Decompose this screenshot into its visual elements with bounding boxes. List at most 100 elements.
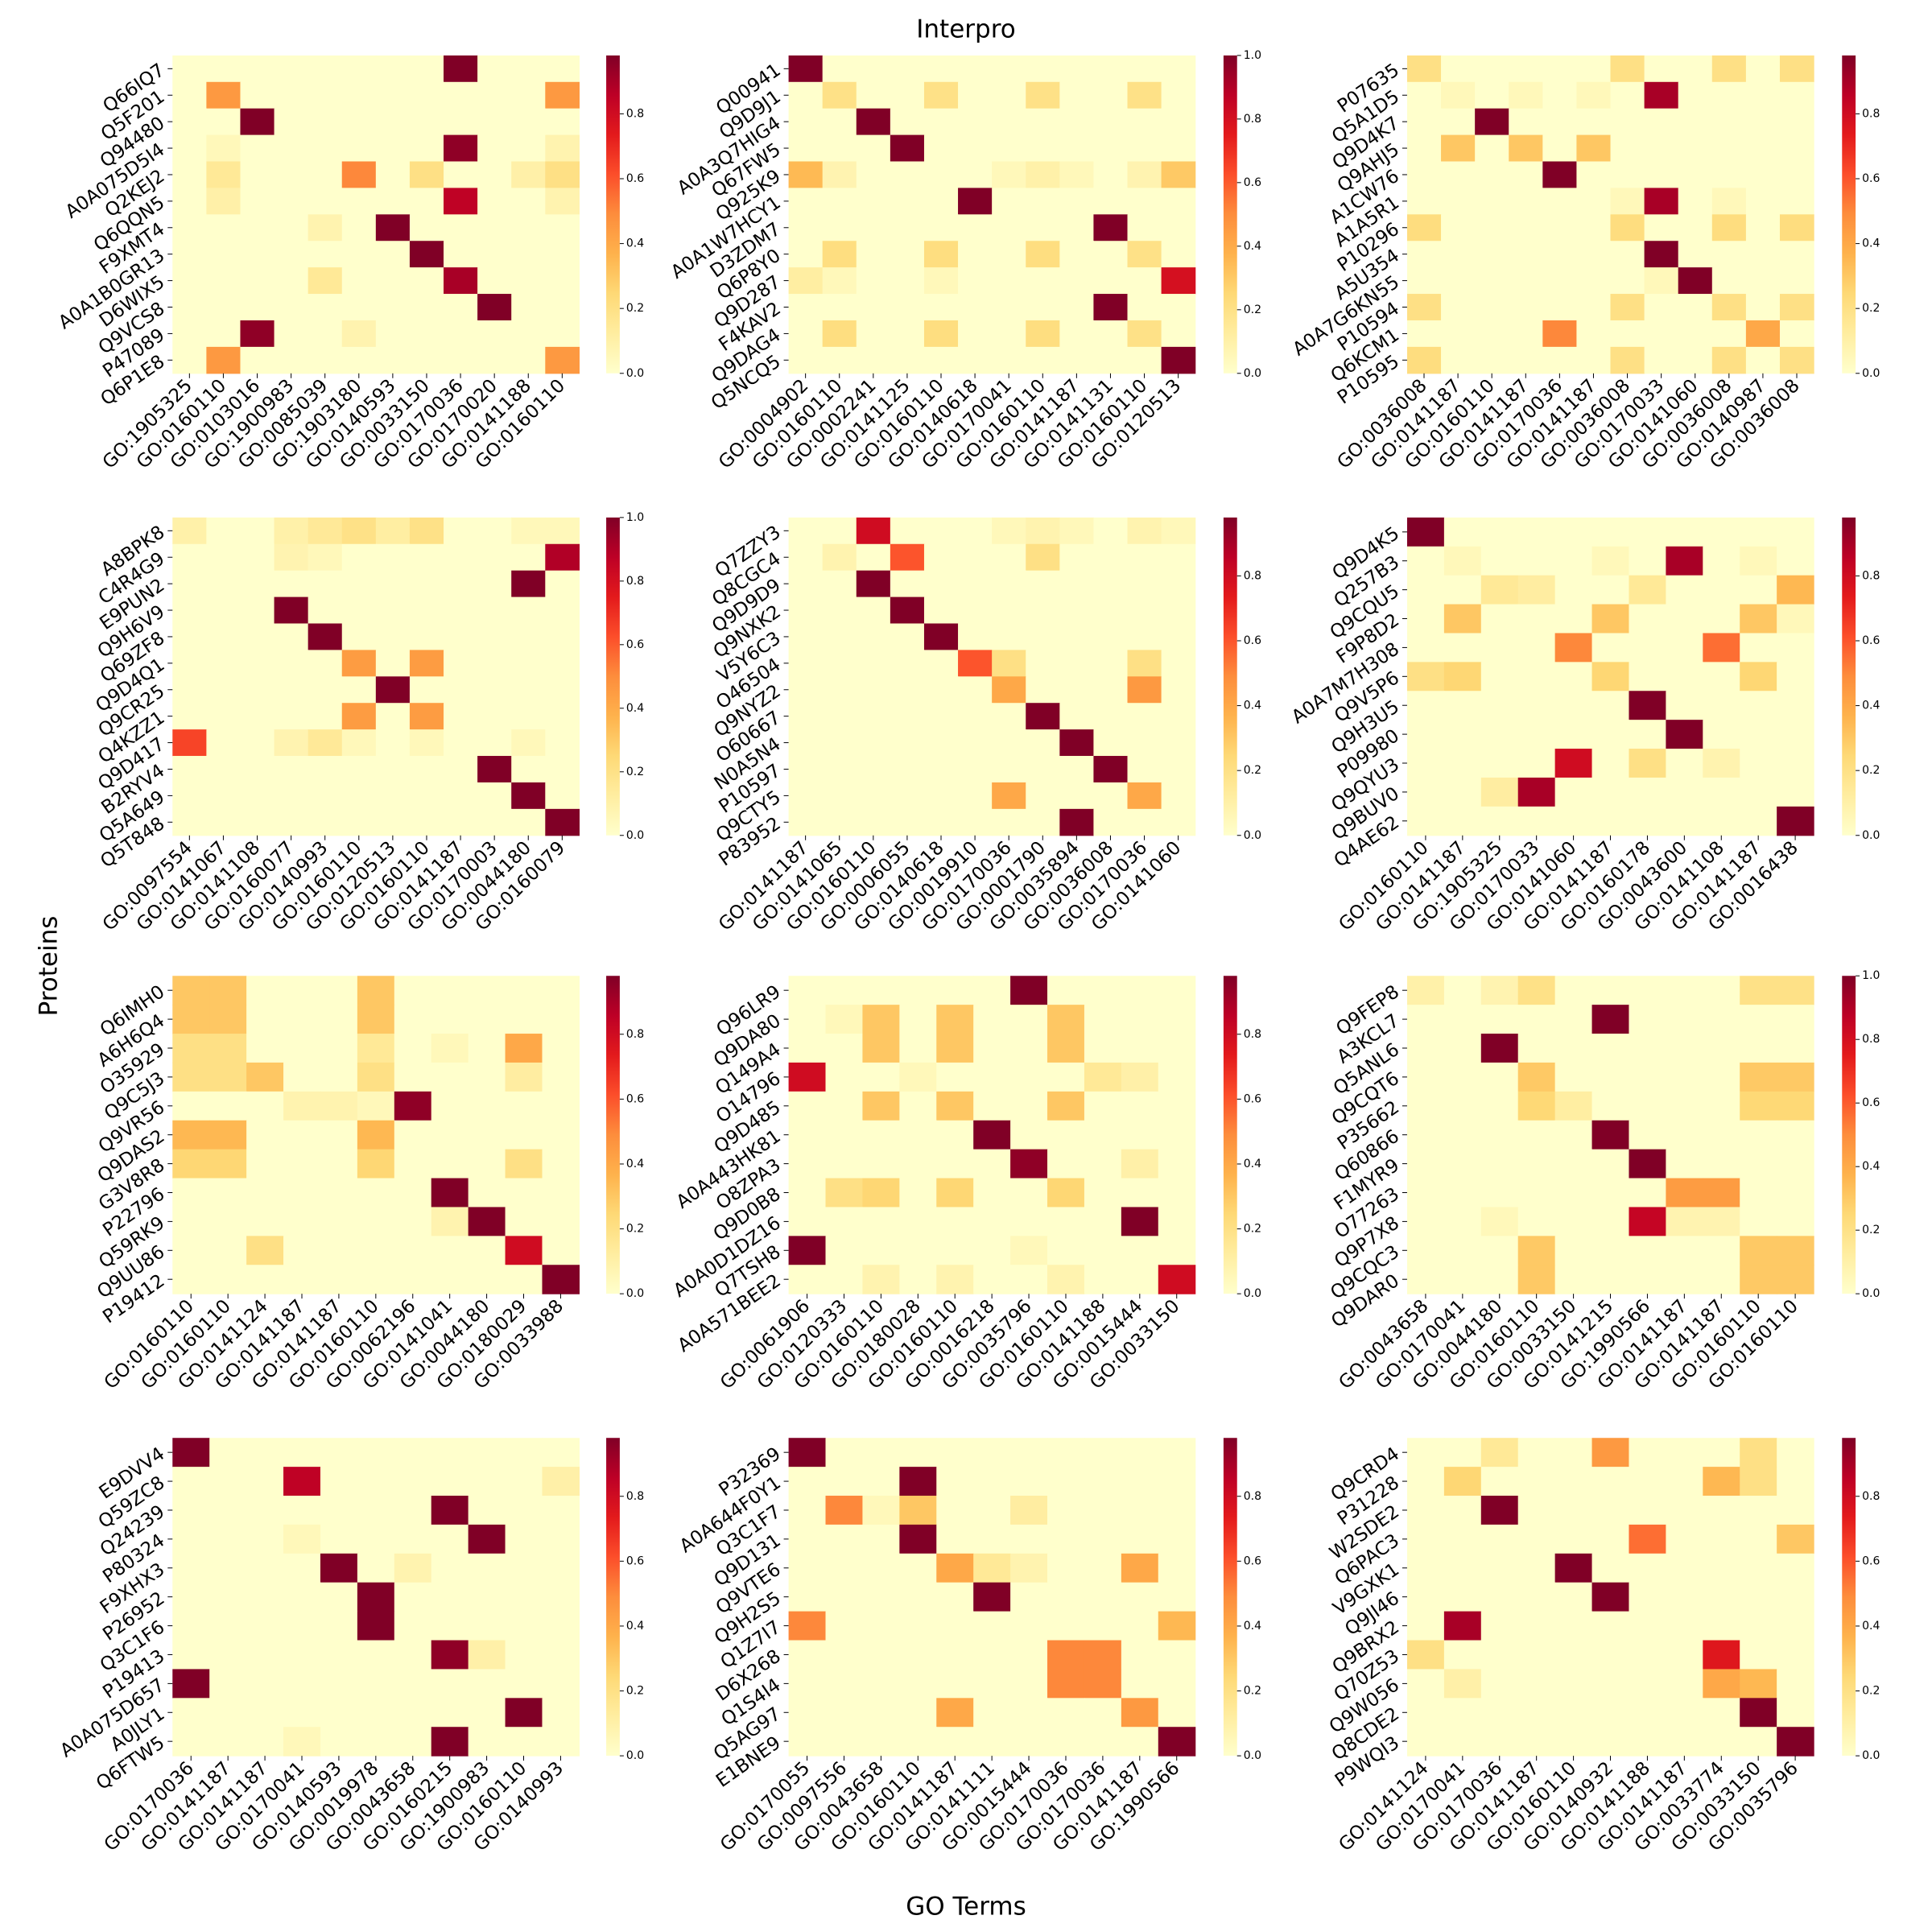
heatmap-cell [1678, 241, 1713, 268]
heatmap-cell [1047, 1236, 1085, 1265]
heatmap-cell [431, 1582, 469, 1612]
heatmap-cell [1591, 777, 1630, 807]
heatmap-cell [862, 1611, 900, 1641]
heatmap-cell [274, 570, 309, 598]
heatmap-cell [274, 214, 309, 242]
heatmap-cell [1121, 1265, 1159, 1294]
heatmap-cell [923, 543, 959, 572]
heatmap-cell [1084, 1669, 1122, 1699]
heatmap-cell [1779, 267, 1814, 295]
heatmap-cell [206, 55, 242, 83]
colorbar-tick-label: 0.2 [626, 1223, 644, 1236]
heatmap-cell [862, 1034, 900, 1063]
heatmap-cell [357, 1582, 395, 1612]
heatmap-cell [890, 597, 925, 625]
heatmap-cell [1576, 188, 1612, 215]
heatmap-cell [822, 294, 857, 321]
heatmap-cell [1084, 1207, 1122, 1236]
heatmap-cell [1161, 134, 1196, 163]
heatmap-cell [825, 1236, 864, 1265]
heatmap-cell [444, 55, 478, 83]
heatmap-cell [206, 294, 242, 321]
heatmap-cell [1591, 806, 1630, 836]
heatmap-cell [341, 703, 377, 730]
heatmap-cell [1093, 597, 1129, 625]
heatmap-cell [240, 543, 275, 572]
heatmap-cell [375, 320, 411, 348]
colorbar-tick-label: 0.8 [1244, 1028, 1261, 1041]
heatmap-cell [1026, 703, 1060, 730]
heatmap-cell [890, 543, 925, 572]
heatmap-cell [1161, 55, 1196, 83]
heatmap-cell [1047, 1149, 1085, 1179]
heatmap-cell [1666, 976, 1703, 1005]
heatmap-cell [862, 1438, 900, 1468]
heatmap-cell [1745, 346, 1781, 374]
colorbar-tick-label: 0.6 [1862, 1554, 1880, 1567]
heatmap-cell [1703, 575, 1740, 605]
heatmap-cell [1480, 1438, 1519, 1468]
heatmap-cell [1127, 543, 1162, 572]
heatmap-cell [936, 1236, 974, 1265]
heatmap-cell [825, 1178, 864, 1208]
heatmap-cell [1158, 1178, 1196, 1208]
heatmap-cell [1127, 729, 1162, 757]
heatmap-cell [1666, 517, 1703, 547]
heatmap-cell [1127, 161, 1162, 189]
heatmap-cell [1443, 691, 1482, 720]
heatmap-cell [1777, 806, 1814, 836]
heatmap-cell [172, 1178, 210, 1208]
heatmap-cell [1406, 546, 1445, 576]
heatmap-cell [172, 597, 207, 625]
heatmap-cell [308, 108, 343, 136]
heatmap-cell [1745, 55, 1781, 83]
colorbar-tick-label: 0.2 [626, 1685, 644, 1698]
heatmap-cell [172, 703, 207, 730]
heatmap-cell [545, 650, 580, 677]
heatmap-cell [1121, 1496, 1159, 1525]
heatmap-cell [1406, 1062, 1445, 1092]
heatmap-cell [992, 81, 1026, 109]
heatmap-cell [899, 1496, 937, 1525]
heatmap-cell [209, 1120, 247, 1150]
heatmap-cell [1591, 1236, 1630, 1265]
heatmap-cell [1666, 1062, 1703, 1092]
heatmap-cell [1121, 1582, 1159, 1612]
heatmap-cell [283, 1496, 321, 1525]
heatmap-cell [923, 756, 959, 783]
heatmap-cell [973, 1091, 1011, 1121]
heatmap-cell [1121, 1669, 1159, 1699]
heatmap-cell [788, 214, 824, 242]
heatmap-cell [1703, 1062, 1740, 1092]
heatmap-cell [1475, 267, 1509, 295]
heatmap-cell [1591, 1669, 1630, 1699]
heatmap-cell [1591, 633, 1630, 663]
heatmap-cell [992, 320, 1026, 348]
heatmap-cell [444, 650, 478, 677]
heatmap-cell [1443, 546, 1482, 576]
heatmap-cell [1084, 1149, 1122, 1179]
colorbar-tick-label: 0.6 [1244, 634, 1261, 647]
heatmap-cell [822, 55, 857, 83]
heatmap-cell [1026, 81, 1060, 109]
heatmap-cell [477, 597, 512, 625]
heatmap-cell [1777, 1669, 1814, 1699]
heatmap-cell [1441, 108, 1476, 136]
heatmap-cell [1480, 1611, 1519, 1641]
heatmap-cell [936, 1091, 974, 1121]
heatmap-cell [1010, 1120, 1048, 1150]
heatmap-cell [1161, 188, 1196, 215]
heatmap-cell [1678, 188, 1713, 215]
heatmap-cell [825, 1669, 864, 1699]
heatmap-cell [936, 1611, 974, 1641]
heatmap-cell [1047, 1178, 1085, 1208]
heatmap-cell [274, 267, 309, 295]
heatmap-cell [1059, 517, 1095, 545]
heatmap-cell [1576, 241, 1612, 268]
heatmap-cell [511, 808, 546, 836]
heatmap-cell [206, 241, 242, 268]
heatmap-cell [468, 1034, 506, 1063]
heatmap-cell [788, 1669, 827, 1699]
heatmap-cell [1158, 1467, 1196, 1496]
heatmap-cell [1554, 633, 1593, 663]
